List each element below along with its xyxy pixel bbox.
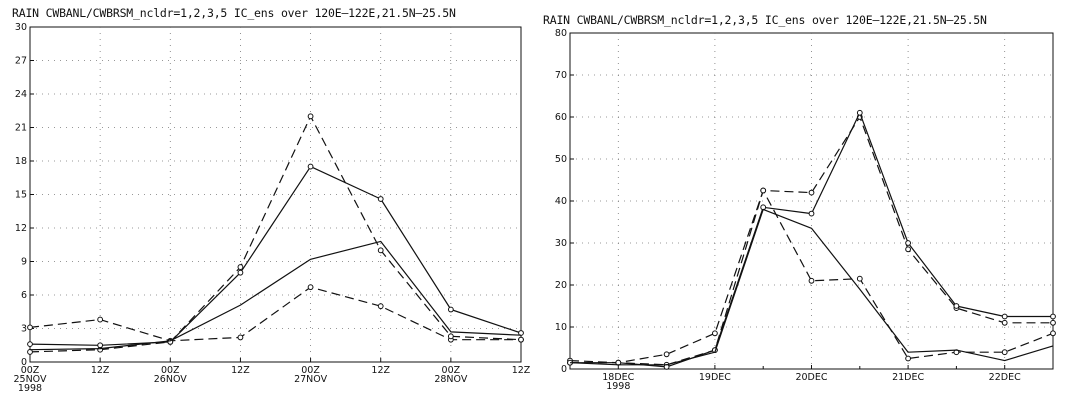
data-point (377, 247, 384, 254)
data-point (1050, 330, 1056, 337)
series-line-3 (570, 112, 1053, 368)
data-point (905, 355, 912, 362)
series-line-1 (29, 286, 521, 342)
y-tick-label: 60 (555, 112, 567, 123)
x-tick-label: 12Z (91, 365, 110, 376)
data-point (953, 303, 960, 309)
x-tick-label: 21DEC (892, 372, 924, 383)
x-tick-label: 00Z (301, 365, 320, 376)
data-point (856, 109, 863, 116)
x-tick-label: 18DEC (602, 372, 634, 383)
y-tick-label: 9 (21, 257, 27, 268)
x-tick-label: 00Z (442, 365, 461, 376)
y-tick-label: 3 (21, 324, 27, 335)
x-tick-label: 12Z (231, 365, 250, 376)
data-point (237, 269, 244, 276)
data-point (237, 334, 244, 341)
right-chart-panel: RAIN CWBANL/CWBRSM_ncldr=1,2,3,5 IC_ens … (537, 0, 1074, 403)
chart-title: RAIN CWBANL/CWBRSM_ncldr=1,2,3,5 IC_ens … (543, 13, 987, 27)
data-point (808, 210, 815, 217)
x-tick-label: 00Z (21, 365, 40, 376)
y-tick-label: 30 (15, 22, 27, 33)
data-point (1001, 349, 1008, 356)
series-line-3 (29, 166, 522, 346)
y-tick-label: 21 (15, 123, 27, 134)
y-tick-label: 24 (15, 89, 27, 100)
x-tick-label: 19DEC (699, 372, 731, 383)
x-tick-label: 20DEC (795, 372, 827, 383)
data-point (97, 316, 104, 323)
data-point (447, 306, 454, 313)
data-point (712, 330, 718, 337)
data-point (1001, 319, 1008, 326)
data-point (447, 333, 454, 340)
x-tick-label: 26NOV (154, 374, 188, 385)
x-tick-label: 00Z (161, 365, 180, 376)
y-tick-label: 30 (555, 238, 567, 249)
x-tick-label: 1998 (18, 383, 42, 394)
x-tick-label: 22DEC (989, 372, 1021, 383)
y-tick-label: 0 (561, 364, 567, 375)
data-point (856, 275, 863, 282)
x-tick-label: 12Z (371, 365, 390, 376)
series-line-2 (29, 115, 522, 353)
data-point (237, 264, 244, 270)
data-point (377, 196, 384, 202)
data-point (518, 336, 524, 343)
series-line-4 (29, 240, 522, 351)
data-point (97, 342, 104, 349)
y-tick-label: 27 (15, 56, 27, 67)
y-tick-label: 70 (555, 70, 567, 81)
x-tick-label: 27NOV (294, 374, 328, 385)
data-point (905, 246, 912, 253)
data-point (518, 330, 524, 336)
y-tick-label: 40 (555, 196, 567, 207)
y-tick-label: 20 (555, 280, 567, 291)
series-line-1 (570, 116, 1053, 364)
data-point (307, 163, 314, 170)
data-point (1001, 313, 1008, 320)
data-point (377, 303, 384, 310)
y-tick-label: 10 (555, 322, 567, 333)
left-chart-panel: RAIN CWBANL/CWBRSM_ncldr=1,2,3,5 IC_ens … (12, 6, 531, 394)
x-tick-label: 28NOV (434, 374, 468, 385)
y-tick-label: 80 (555, 28, 567, 39)
y-tick-label: 15 (15, 190, 27, 201)
y-tick-label: 6 (21, 290, 27, 301)
x-tick-label: 12Z (512, 365, 531, 376)
data-point (905, 240, 912, 246)
y-tick-label: 50 (555, 154, 567, 165)
data-point (27, 341, 33, 348)
y-tick-label: 12 (15, 223, 27, 234)
data-point (1050, 313, 1056, 320)
data-point (27, 324, 33, 331)
x-tick-label: 1998 (606, 381, 630, 392)
y-tick-label: 0 (21, 357, 27, 368)
chart-title: RAIN CWBANL/CWBRSM_ncldr=1,2,3,5 IC_ens … (12, 6, 456, 20)
x-tick-label: 25NOV (13, 374, 47, 385)
data-point (808, 189, 815, 196)
data-point (1050, 319, 1056, 326)
series-line-4 (569, 208, 1054, 366)
data-point (307, 284, 314, 291)
y-tick-label: 18 (15, 156, 27, 167)
series-line-2 (569, 189, 1054, 366)
data-point (760, 187, 767, 194)
data-point (663, 351, 670, 358)
data-point (307, 113, 314, 120)
data-point (808, 277, 815, 284)
